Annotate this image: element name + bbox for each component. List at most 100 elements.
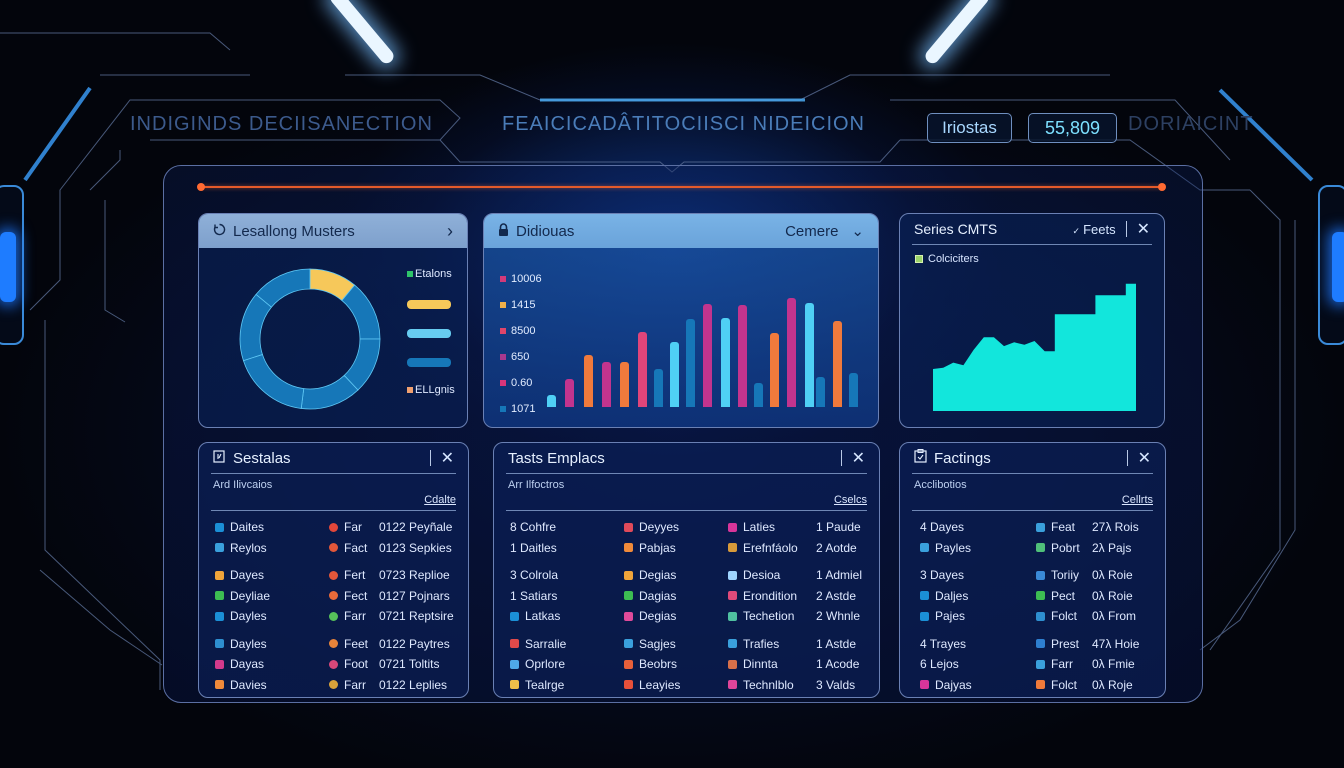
- row-status-icon: [920, 591, 929, 600]
- panel-sestalas: Sestalas ✕ Ard Ilivcaios Cdalte Daites Fa…: [198, 442, 469, 698]
- donut-segment[interactable]: [239, 293, 273, 362]
- column-header[interactable]: Ard Ilivcaios: [213, 479, 273, 491]
- table-cell: 0λ Roje: [1092, 678, 1133, 692]
- bar-y-axis: 10006 1415 8500 650 0.60 1071: [500, 266, 542, 422]
- column-header[interactable]: Cselcs: [833, 494, 867, 506]
- cell-text: Sarralie: [525, 636, 567, 651]
- table-cell: Sagjes: [624, 637, 676, 651]
- table-row[interactable]: 1 Daitles Pabjas Erefnfáolo 2 Aotde: [494, 538, 879, 559]
- bar[interactable]: [805, 303, 814, 407]
- area-series[interactable]: [933, 283, 1136, 411]
- filter-toggle[interactable]: ✓ Feets: [1073, 222, 1116, 237]
- table-row[interactable]: Dayas Foot 0721 Toltits: [199, 654, 468, 675]
- cell-text: Farr: [1051, 657, 1073, 671]
- column-header[interactable]: Arr Ilfoctros: [508, 479, 565, 491]
- donut-segment[interactable]: [255, 268, 311, 308]
- bar[interactable]: [754, 383, 763, 407]
- table-row[interactable]: Reylos Fact 0123 Sepkies: [199, 538, 468, 559]
- row-status-icon: [329, 570, 338, 580]
- row-status-icon: [329, 543, 338, 552]
- row-status-icon: [728, 591, 737, 600]
- cell-text: Dayas: [230, 657, 265, 671]
- bar[interactable]: [654, 369, 663, 407]
- series-dropdown[interactable]: Cemere ⌄: [785, 222, 864, 241]
- table-cell: 1 Paude: [816, 520, 861, 534]
- donut-segment[interactable]: [242, 353, 305, 409]
- close-icon[interactable]: ✕: [440, 450, 454, 467]
- table-row[interactable]: Daites Far 0122 Peyñale: [199, 517, 468, 538]
- bar[interactable]: [849, 373, 858, 407]
- bar[interactable]: [787, 298, 796, 407]
- table-row[interactable]: Dajyas Folct 0λ Roje: [900, 675, 1165, 696]
- table-header: Acclibotios Cellrts: [900, 474, 1165, 510]
- progress-rail-end[interactable]: [1158, 183, 1166, 191]
- table-row[interactable]: 8 Cohfre Deyyes Laties 1 Paude: [494, 517, 879, 538]
- bar[interactable]: [816, 377, 825, 407]
- row-status-icon: [728, 659, 737, 669]
- table-row[interactable]: Davies Farr 0122 Leplies: [199, 675, 468, 696]
- table-row[interactable]: Dayles Feet 0122 Paytres: [199, 634, 468, 655]
- table-row[interactable]: 4 Trayes Prest 47λ Hoie: [900, 634, 1165, 655]
- y-tick-swatch: [500, 328, 506, 334]
- cell-text: 4 Trayes: [920, 636, 967, 651]
- row-status-icon: [215, 680, 224, 689]
- bar[interactable]: [638, 332, 647, 407]
- bar[interactable]: [703, 304, 712, 407]
- bar[interactable]: [721, 318, 730, 407]
- table-cell: Techetion: [728, 609, 794, 623]
- column-header[interactable]: Cellrts: [1121, 494, 1153, 506]
- table-body: 4 Dayes Feat 27λ Rois Payles Pobrt 2λ Pajs 3 D…: [900, 511, 1165, 695]
- bar[interactable]: [833, 321, 842, 407]
- cell-text: Trafies: [743, 636, 780, 651]
- donut-segment[interactable]: [341, 284, 381, 340]
- bar[interactable]: [770, 333, 779, 407]
- table-row[interactable]: Daljes Pect 0λ Roie: [900, 586, 1165, 607]
- table-cell: Feat: [1036, 520, 1075, 534]
- header-divider: [211, 473, 456, 474]
- panel-sestalas-title: Sestalas: [233, 449, 291, 467]
- table-row[interactable]: 3 Dayes Toriiy 0λ Roie: [900, 565, 1165, 586]
- table-cell: 1 Admiel: [816, 568, 862, 582]
- donut-segment[interactable]: [300, 374, 359, 410]
- column-header[interactable]: Cdalte: [424, 494, 456, 506]
- table-row[interactable]: 6 Lejos Farr 0λ Fmie: [900, 654, 1165, 675]
- table-cell: Dayles: [215, 637, 267, 651]
- table-cell: Dayles: [215, 609, 267, 623]
- bar[interactable]: [602, 362, 611, 407]
- bar[interactable]: [738, 305, 747, 407]
- table-row[interactable]: Oprlore Beobrs Dinnta 1 Acode: [494, 654, 879, 675]
- table-row[interactable]: Payles Pobrt 2λ Pajs: [900, 538, 1165, 559]
- y-tick: 1415: [500, 292, 542, 318]
- close-icon[interactable]: ✕: [851, 450, 865, 467]
- row-status-icon: [1036, 522, 1045, 532]
- cell-text: 0λ Fmie: [1092, 657, 1135, 671]
- table-row[interactable]: Latkas Degias Techetion 2 Whnle: [494, 606, 879, 627]
- bar[interactable]: [686, 319, 695, 407]
- bar[interactable]: [670, 342, 679, 407]
- table-row[interactable]: Pajes Folct 0λ From: [900, 606, 1165, 627]
- table-row[interactable]: 4 Dayes Feat 27λ Rois: [900, 517, 1165, 538]
- table-row[interactable]: Deyliae Fect 0127 Pojnars: [199, 586, 468, 607]
- chevron-right-icon[interactable]: ›: [447, 220, 453, 241]
- row-status-icon: [1036, 591, 1045, 600]
- row-status-icon: [510, 639, 519, 648]
- bar[interactable]: [620, 362, 629, 407]
- bar[interactable]: [565, 379, 574, 407]
- close-icon[interactable]: ✕: [1136, 221, 1150, 238]
- cell-text: Folct: [1051, 609, 1078, 623]
- column-header[interactable]: Acclibotios: [914, 479, 967, 491]
- table-row[interactable]: Dayes Fert 0723 Replioe: [199, 565, 468, 586]
- row-status-icon: [624, 680, 633, 689]
- refresh-icon[interactable]: [213, 223, 226, 240]
- bar[interactable]: [584, 355, 593, 407]
- row-status-icon: [624, 591, 633, 600]
- table-row[interactable]: Tealrge Leayies Technlblo 3 Valds: [494, 675, 879, 696]
- table-row[interactable]: 3 Colrola Degias Desioa 1 Admiel: [494, 565, 879, 586]
- close-icon[interactable]: ✕: [1137, 450, 1151, 467]
- table-row[interactable]: 1 Satiars Dagias Erondition 2 Astde: [494, 586, 879, 607]
- header-tag-button[interactable]: Iriostas: [927, 113, 1012, 143]
- table-row[interactable]: Dayles Farr 0721 Reptsire: [199, 606, 468, 627]
- row-status-icon: [624, 659, 633, 669]
- bar[interactable]: [547, 395, 556, 407]
- table-row[interactable]: Sarralie Sagjes Trafies 1 Astde: [494, 634, 879, 655]
